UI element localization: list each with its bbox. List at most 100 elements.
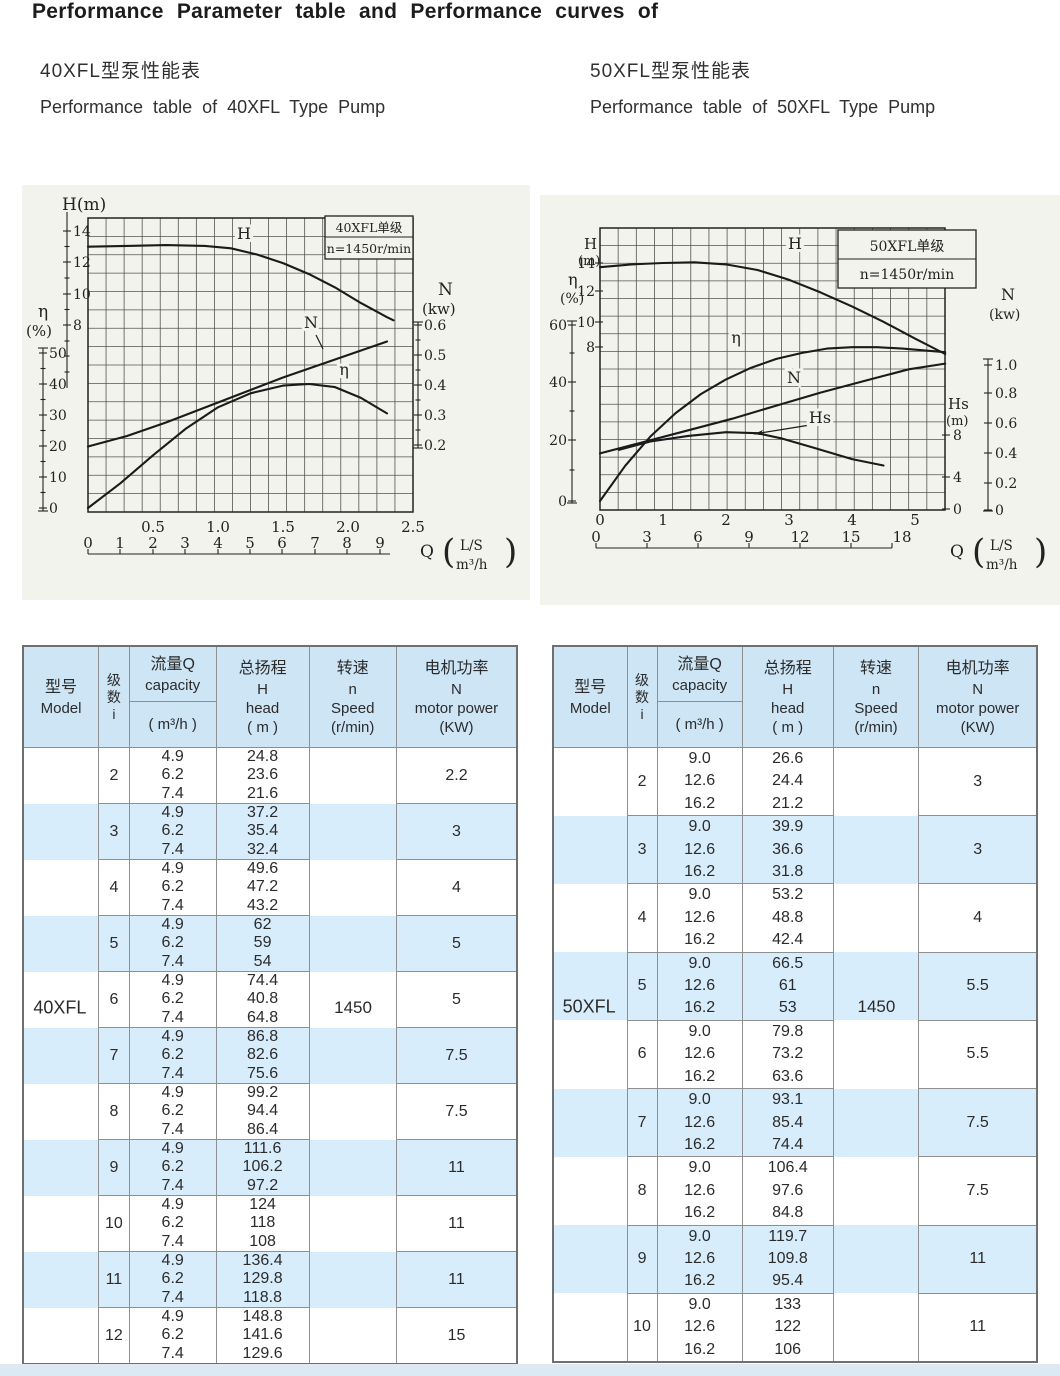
power-cell: 11 bbox=[395, 1139, 518, 1196]
stage-row: 3 4.9 6.2 7.4 37.2 35.4 32.4 3 bbox=[22, 803, 518, 860]
capacity-value: 16.2 bbox=[684, 1135, 716, 1153]
head-value: 40.8 bbox=[247, 990, 279, 1008]
head-value: 124 bbox=[249, 1196, 276, 1214]
head-value: 94.4 bbox=[247, 1102, 279, 1120]
q-axis-unit-m3h: m³/h bbox=[456, 557, 488, 573]
x-tick-label: 7 bbox=[310, 534, 320, 552]
power-cell: 5 bbox=[395, 915, 518, 972]
model-label: 40XFL bbox=[33, 997, 87, 1018]
capacity-value: 9.0 bbox=[688, 1227, 711, 1245]
head-value: 97.2 bbox=[247, 1176, 279, 1194]
capacity-value: 7.4 bbox=[161, 840, 184, 858]
header-head-sym: H bbox=[257, 680, 268, 698]
speed-col-cell bbox=[832, 1156, 920, 1226]
head-value: 97.6 bbox=[772, 1181, 804, 1199]
capacity-cell: 4.9 6.2 7.4 bbox=[128, 859, 217, 916]
stage-cell: 5 bbox=[98, 915, 130, 972]
head-value: 66.5 bbox=[772, 954, 804, 972]
model-col-cell bbox=[22, 915, 100, 972]
capacity-value: 7.4 bbox=[161, 1008, 184, 1026]
header-power-sym: N bbox=[451, 680, 462, 698]
power-cell: 11 bbox=[918, 1292, 1038, 1363]
head-value: 61 bbox=[778, 977, 797, 995]
capacity-value: 12.6 bbox=[684, 1249, 716, 1267]
capacity-value: 4.9 bbox=[161, 1252, 184, 1270]
axis-tick-label: 8 bbox=[953, 428, 962, 444]
head-cell: 49.6 47.2 43.2 bbox=[215, 859, 310, 916]
model-col-cell bbox=[552, 815, 628, 884]
head-cell: 133 122 106 bbox=[741, 1292, 834, 1363]
capacity-value: 16.2 bbox=[684, 1067, 716, 1085]
header-stage-char: 数 bbox=[635, 688, 650, 705]
subtitle-50xfl-en: Performance table of 50XFL Type Pump bbox=[590, 97, 936, 117]
head-value: 26.6 bbox=[772, 750, 804, 767]
capacity-value: 12.6 bbox=[684, 772, 716, 790]
capacity-value: 4.9 bbox=[161, 1140, 184, 1158]
capacity-value: 4.9 bbox=[161, 804, 184, 822]
capacity-value: 6.2 bbox=[161, 766, 184, 784]
subtitle-40xfl-zh: 40XFL型泵性能表 bbox=[40, 61, 201, 82]
capacity-value: 12.6 bbox=[684, 1045, 716, 1063]
speed-col-cell bbox=[832, 1088, 920, 1157]
column-header-speed: 转速 n Speed (r/min) bbox=[308, 645, 397, 748]
curve-label-H: H bbox=[237, 224, 251, 243]
head-value: 62 bbox=[253, 916, 272, 934]
header-stage-char: 级 bbox=[106, 671, 121, 688]
stage-row: 8 4.9 6.2 7.4 99.2 94.4 86.4 7.5 bbox=[22, 1083, 518, 1140]
header-stage-char: i bbox=[640, 705, 644, 722]
stage-row: 8 9.0 12.6 16.2 106.4 97.6 84.8 7.5 bbox=[552, 1156, 1038, 1226]
header-capacity-zh: 流量Q bbox=[150, 655, 195, 673]
speed-label: 1450 bbox=[334, 997, 372, 1017]
capacity-cell: 4.9 6.2 7.4 bbox=[128, 915, 217, 972]
capacity-cell: 9.0 12.6 16.2 bbox=[656, 1088, 743, 1158]
head-value: 37.2 bbox=[247, 804, 279, 822]
head-cell: 106.4 97.6 84.8 bbox=[741, 1156, 834, 1226]
model-col-cell bbox=[552, 1088, 628, 1157]
head-value: 106 bbox=[774, 1340, 802, 1358]
head-value: 48.8 bbox=[772, 908, 804, 926]
head-value: 23.6 bbox=[247, 766, 279, 784]
head-value: 111.6 bbox=[243, 1140, 282, 1158]
head-value: 148.8 bbox=[242, 1308, 283, 1326]
capacity-value: 12.6 bbox=[684, 977, 716, 995]
head-cell: 39.9 36.6 31.8 bbox=[741, 815, 834, 885]
head-value: 36.6 bbox=[772, 840, 804, 858]
curve-H bbox=[86, 244, 395, 322]
capacity-cell: 4.9 6.2 7.4 bbox=[128, 1251, 217, 1308]
curve-arrowhead-Hs bbox=[754, 430, 763, 435]
axis-ruler bbox=[983, 358, 993, 512]
capacity-cell: 9.0 12.6 16.2 bbox=[656, 1224, 743, 1294]
power-cell: 5.5 bbox=[918, 1019, 1038, 1090]
model-col-cell bbox=[552, 952, 628, 1021]
capacity-cell: 9.0 12.6 16.2 bbox=[656, 951, 743, 1021]
capacity-value: 16.2 bbox=[684, 1272, 716, 1290]
header-model-zh: 型号 bbox=[574, 678, 607, 696]
head-value: 109.8 bbox=[767, 1249, 808, 1267]
head-cell: 124 118 108 bbox=[215, 1195, 310, 1252]
power-cell: 3 bbox=[918, 815, 1038, 885]
capacity-value: 4.9 bbox=[161, 1196, 184, 1214]
head-value: 108 bbox=[249, 1232, 276, 1250]
head-value: 93.1 bbox=[772, 1091, 804, 1109]
head-cell: 66.5 61 53 bbox=[741, 951, 834, 1021]
head-value: 82.6 bbox=[247, 1046, 279, 1064]
head-cell: 99.2 94.4 86.4 bbox=[215, 1083, 310, 1140]
speed-col-cell bbox=[308, 859, 397, 916]
stage-row: 3 9.0 12.6 16.2 39.9 36.6 31.8 3 bbox=[552, 815, 1038, 885]
header-capacity-top: 流量Q capacity bbox=[129, 647, 216, 702]
x-tick-label: 5 bbox=[910, 511, 920, 529]
model-col-cell bbox=[22, 971, 100, 1028]
model-col-cell bbox=[552, 1156, 628, 1226]
power-cell: 11 bbox=[395, 1195, 518, 1252]
stage-row: 12 4.9 6.2 7.4 148.8 141.6 129.6 15 bbox=[22, 1307, 518, 1365]
power-cell: 3 bbox=[395, 803, 518, 860]
header-stage-char: 数 bbox=[106, 688, 121, 705]
model-col-cell bbox=[22, 747, 100, 804]
axis-tick-label: 40 bbox=[549, 375, 567, 391]
capacity-value: 4.9 bbox=[161, 1084, 184, 1102]
stage-cell: 2 bbox=[626, 746, 658, 817]
axis-ruler bbox=[413, 321, 423, 449]
